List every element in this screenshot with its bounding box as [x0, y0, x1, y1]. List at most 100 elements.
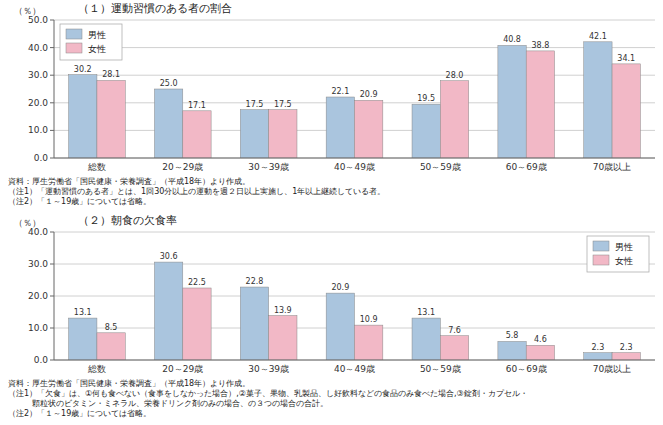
- grid-line: [54, 47, 655, 48]
- data-label: 8.5: [105, 323, 118, 332]
- y-axis: [54, 20, 55, 158]
- y-tick-label: 0.0: [34, 153, 49, 163]
- data-label: 25.0: [160, 79, 178, 88]
- bar: [498, 45, 526, 158]
- y-tick: [50, 130, 54, 131]
- bar: [612, 64, 640, 158]
- legend-label: 女性: [615, 256, 633, 266]
- bar: [154, 89, 182, 158]
- legend-swatch: [593, 241, 609, 251]
- x-tick-label: 20～29歳: [162, 162, 203, 172]
- data-label: 42.1: [589, 32, 607, 41]
- legend: 男性女性: [60, 24, 122, 60]
- x-tick-label: 30～39歳: [248, 162, 289, 172]
- data-label: 38.8: [531, 41, 549, 50]
- data-label: 22.1: [331, 87, 349, 96]
- x-tick-label: 40～49歳: [334, 162, 375, 172]
- bar: [355, 100, 383, 158]
- data-label: 13.1: [74, 308, 92, 317]
- legend-box: [587, 236, 649, 272]
- bar: [183, 111, 211, 158]
- data-label: 2.3: [592, 343, 605, 352]
- bar: [183, 288, 211, 360]
- chart: （１）運動習慣のある者の割合（％）0.010.020.030.040.050.0…: [8, 2, 655, 206]
- y-tick-label: 30.0: [28, 259, 48, 269]
- bar: [240, 110, 268, 158]
- bar: [355, 325, 383, 360]
- bar: [326, 293, 354, 360]
- x-axis: [54, 158, 655, 159]
- bar: [269, 316, 297, 360]
- bar: [69, 318, 97, 360]
- grid-line: [54, 20, 655, 21]
- y-tick: [50, 232, 54, 233]
- data-label: 4.6: [534, 335, 547, 344]
- x-tick-label: 70歳以上: [593, 364, 631, 374]
- y-tick-label: 20.0: [28, 98, 48, 108]
- data-label: 17.5: [274, 100, 292, 109]
- bar: [97, 333, 125, 360]
- bars: [69, 42, 641, 158]
- note: 資料：厚生労働省「国民健康・栄養調査」（平成18年）より作成。: [8, 177, 250, 186]
- data-label: 10.9: [360, 315, 378, 324]
- bar: [612, 353, 640, 360]
- bar: [526, 345, 554, 360]
- y-tick: [50, 360, 54, 361]
- bars: [69, 262, 641, 360]
- x-tick-label: 20～29歳: [162, 364, 203, 374]
- y-tick: [50, 328, 54, 329]
- bar: [412, 104, 440, 158]
- y-tick-label: 0.0: [34, 355, 49, 365]
- data-label: 7.6: [448, 326, 461, 335]
- note: （注1）「運動習慣のある者」とは、1回30分以上の運動を週２日以上実施し、1年以…: [8, 187, 385, 196]
- bar: [526, 51, 554, 158]
- legend: 男性女性: [587, 236, 649, 272]
- data-label: 20.9: [360, 90, 378, 99]
- y-tick-label: 40.0: [28, 43, 48, 53]
- x-tick-label: 30～39歳: [248, 364, 289, 374]
- data-label: 30.6: [160, 252, 178, 261]
- data-label: 5.8: [506, 331, 519, 340]
- legend-swatch: [66, 43, 82, 53]
- y-tick-label: 10.0: [28, 323, 48, 333]
- bar: [440, 81, 468, 158]
- data-labels: 13.130.622.820.913.15.82.38.522.513.910.…: [74, 252, 633, 352]
- note: 顆粒状のビタミン・ミネラル、栄養ドリンク剤のみの場合、の３つの場合の合計。: [8, 399, 328, 408]
- bar: [240, 287, 268, 360]
- data-label: 17.5: [246, 100, 264, 109]
- y-tick-label: 20.0: [28, 291, 48, 301]
- note: 資料：厚生労働省「国民健康・栄養調査」（平成18年）より作成。: [8, 379, 250, 388]
- title: （１）運動習慣のある者の割合: [78, 2, 232, 15]
- data-label: 28.1: [102, 70, 120, 79]
- data-label: 30.2: [74, 65, 92, 74]
- note: （注2）「１～19歳」については省略。: [8, 409, 151, 418]
- y-tick: [50, 20, 54, 21]
- x-tick-label: 60～69歳: [506, 364, 547, 374]
- y-tick-label: 50.0: [28, 15, 48, 25]
- bar: [154, 262, 182, 360]
- bar: [69, 75, 97, 158]
- legend-label: 男性: [615, 242, 633, 252]
- note: （注2）「１～19歳」については省略。: [8, 197, 151, 206]
- y-tick-label: 10.0: [28, 125, 48, 135]
- x-axis: [54, 360, 655, 361]
- data-label: 13.9: [274, 306, 292, 315]
- y-axis: [54, 232, 55, 360]
- y-tick: [50, 47, 54, 48]
- x-tick-label: 50～59歳: [420, 364, 461, 374]
- bar: [269, 110, 297, 158]
- figure: （１）運動習慣のある者の割合（％）0.010.020.030.040.050.0…: [0, 0, 663, 425]
- bar: [498, 341, 526, 360]
- legend-box: [60, 24, 122, 60]
- x-tick-label: 70歳以上: [593, 162, 631, 172]
- data-labels: 30.225.017.522.119.540.842.128.117.117.5…: [74, 32, 635, 110]
- data-label: 19.5: [417, 94, 435, 103]
- bar: [97, 80, 125, 158]
- background: [0, 0, 663, 425]
- grid-line: [54, 75, 655, 76]
- bar: [584, 353, 612, 360]
- x-tick-label: 総数: [87, 162, 106, 172]
- data-label: 34.1: [617, 54, 635, 63]
- data-label: 17.1: [188, 101, 206, 110]
- y-tick-label: 30.0: [28, 70, 48, 80]
